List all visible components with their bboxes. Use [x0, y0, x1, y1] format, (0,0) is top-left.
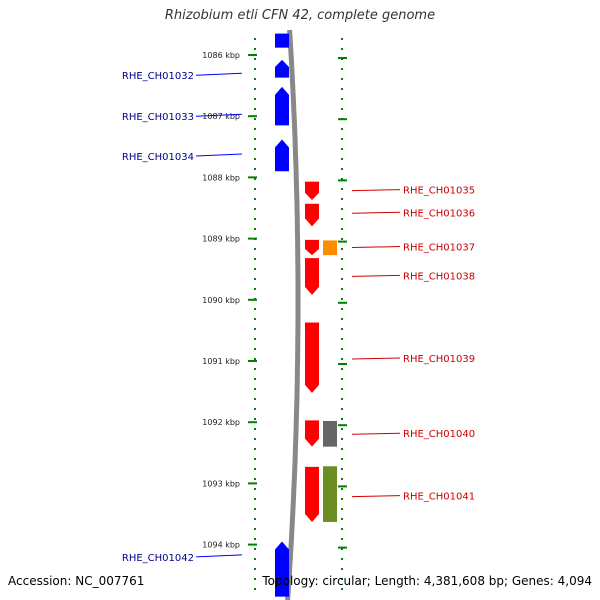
gene-label-leader — [351, 274, 401, 277]
gene-feature — [305, 181, 319, 201]
gene-label: RHE_CH01033 — [122, 112, 194, 123]
scale-tick-label: 1089 kbp — [202, 235, 240, 244]
gene-feature — [275, 86, 289, 126]
gene-feature — [305, 203, 319, 227]
gene-label-leader — [195, 554, 243, 558]
gene-label-leader — [351, 246, 401, 249]
gene-label-leader — [351, 432, 401, 435]
gene-label: RHE_CH01041 — [403, 492, 475, 503]
topology-text: Topology: circular; Length: 4,381,608 bp… — [262, 574, 592, 588]
gene-label: RHE_CH01039 — [403, 354, 475, 365]
scale-tick-label: 1090 kbp — [202, 296, 240, 305]
scale-tick-label: 1088 kbp — [202, 173, 240, 182]
genome-backbone — [285, 29, 301, 600]
gene-label: RHE_CH01042 — [122, 553, 194, 564]
gene-feature — [305, 420, 319, 447]
gene-label: RHE_CH01040 — [403, 429, 475, 440]
scale-tick-label: 1094 kbp — [202, 541, 240, 550]
gene-label: RHE_CH01034 — [122, 152, 194, 163]
gene-label: RHE_CH01032 — [122, 71, 194, 82]
gene-feature — [305, 239, 319, 256]
gene-feature — [275, 139, 289, 172]
gene-label-leader — [195, 113, 243, 117]
scale-tick-label: 1093 kbp — [202, 479, 240, 488]
gene-label-leader — [351, 495, 401, 498]
gene-label-leader — [351, 357, 401, 360]
map-title: Rhizobium etli CFN 42, complete genome — [164, 8, 436, 23]
gene-label: RHE_CH01037 — [403, 243, 475, 254]
gene-feature — [275, 33, 289, 48]
gene-label-leader — [351, 211, 401, 214]
gene-label-leader — [351, 189, 401, 192]
gene-feature — [305, 466, 319, 522]
scale-tick-label: 1086 kbp — [202, 51, 240, 60]
scale-tick-label: 1087 kbp — [202, 112, 240, 121]
gene-feature — [323, 466, 337, 522]
scale-tick-label: 1091 kbp — [202, 357, 240, 366]
gene-label: RHE_CH01036 — [403, 208, 475, 219]
scale-tick-label: 1092 kbp — [202, 418, 240, 427]
gene-label: RHE_CH01035 — [403, 186, 475, 197]
gene-feature — [275, 541, 289, 597]
gene-feature — [275, 59, 289, 78]
gene-feature — [305, 322, 319, 393]
gene-label-leader — [195, 72, 243, 76]
gene-feature — [305, 258, 319, 295]
gene-feature — [323, 240, 337, 256]
accession-text: Accession: NC_007761 — [8, 574, 145, 588]
gene-label: RHE_CH01038 — [403, 271, 475, 282]
gene-feature — [323, 420, 337, 447]
gene-label-leader — [195, 153, 243, 157]
